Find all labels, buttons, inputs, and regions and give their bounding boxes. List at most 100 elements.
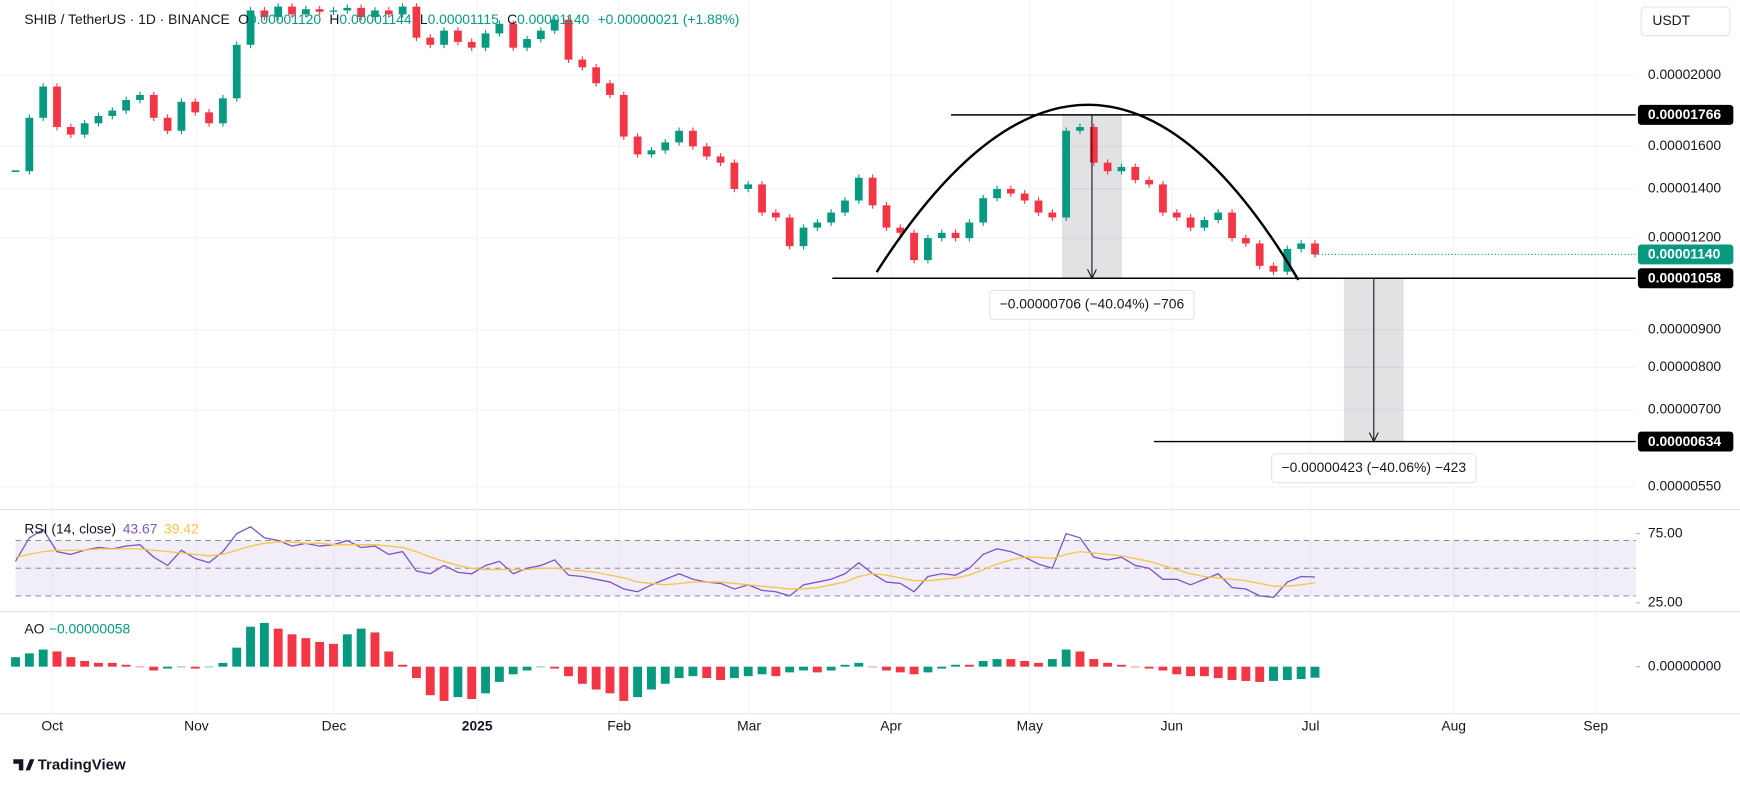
legend-item: 39.42 xyxy=(164,520,199,536)
measure-label-box xyxy=(1271,453,1477,484)
x-tick-label: Feb xyxy=(607,718,631,734)
candle xyxy=(606,83,614,95)
candle xyxy=(274,6,283,18)
ao-bar xyxy=(287,634,297,667)
x-tick-label: Jul xyxy=(1302,718,1320,734)
ao-bar xyxy=(176,666,186,668)
candle xyxy=(896,227,905,233)
candle xyxy=(1131,166,1140,180)
y-tick-label: 0.00000900 xyxy=(1648,320,1722,336)
h-key: H xyxy=(329,11,339,27)
legend-item: 43.67 xyxy=(123,520,158,536)
ao-bar xyxy=(315,641,325,667)
ao-bar xyxy=(757,666,767,675)
legend-item: RSI (14, close) xyxy=(24,520,116,536)
ao-bar xyxy=(605,666,615,694)
ao-bar xyxy=(121,664,131,667)
ao-bar xyxy=(619,666,629,701)
candle xyxy=(882,205,891,228)
ao-bar xyxy=(52,651,62,667)
y-tick-label: 0.00002000 xyxy=(1648,66,1722,82)
candle xyxy=(578,59,587,68)
ao-bar xyxy=(439,666,449,701)
ao-bar xyxy=(1158,666,1168,671)
candle xyxy=(675,130,683,143)
candle xyxy=(633,136,642,155)
candle xyxy=(412,6,421,38)
candle xyxy=(550,19,559,31)
ao-bar xyxy=(398,664,408,667)
ao-bar xyxy=(951,664,961,667)
ao-bar xyxy=(1061,649,1071,667)
currency[interactable]: USDT xyxy=(1652,12,1690,28)
y-tick-label: 0.00000700 xyxy=(1648,401,1722,417)
candle xyxy=(39,86,48,118)
candle xyxy=(94,115,103,124)
candle xyxy=(509,23,518,48)
ao-bar xyxy=(1020,660,1030,667)
ao-bar xyxy=(1130,666,1140,668)
candle xyxy=(1269,265,1278,272)
candle xyxy=(163,117,172,131)
price-label-box xyxy=(1637,104,1734,125)
ao-bar xyxy=(24,653,34,667)
ao-bar xyxy=(799,666,808,671)
x-tick-label: Mar xyxy=(737,718,761,734)
ao-bar xyxy=(964,664,974,667)
measure-arrowhead xyxy=(1368,432,1379,443)
ao-bar xyxy=(674,666,684,679)
indicator-legend: AO −0.00000058 xyxy=(24,620,130,636)
candle xyxy=(951,232,960,239)
candle xyxy=(191,101,200,113)
candle xyxy=(979,198,988,223)
candle xyxy=(329,10,338,12)
candle xyxy=(495,23,504,34)
candle xyxy=(260,10,269,18)
candle xyxy=(301,9,310,15)
measure-arrowhead xyxy=(1087,269,1097,280)
y-tick-label: 0.00000550 xyxy=(1648,478,1722,494)
ao-bar xyxy=(246,626,255,667)
last-price-box xyxy=(1637,244,1734,265)
candle xyxy=(619,94,628,137)
candle xyxy=(1159,184,1167,213)
candle xyxy=(467,41,476,48)
ao-bar xyxy=(716,666,725,680)
ao-bar xyxy=(273,628,283,667)
ao-bar xyxy=(149,666,159,671)
ao-bar xyxy=(1047,659,1057,667)
x-tick-label: Jun xyxy=(1161,718,1183,734)
ao-bar xyxy=(107,662,117,667)
candle xyxy=(592,67,601,84)
footer: TradingView xyxy=(38,756,126,773)
ao-bar xyxy=(467,666,477,700)
candle xyxy=(246,10,255,45)
candle xyxy=(1200,220,1209,228)
ao-bar xyxy=(1310,666,1320,678)
candle xyxy=(661,142,670,151)
ao-bar xyxy=(218,662,228,667)
candle xyxy=(702,146,711,157)
y-tick-label: 0.00000000 xyxy=(1648,657,1722,673)
candle xyxy=(841,200,849,213)
ao-bar xyxy=(190,666,200,669)
candle xyxy=(1214,212,1223,221)
ao-bar xyxy=(992,659,1002,667)
candle xyxy=(25,117,34,172)
tradingview-logo: TradingView xyxy=(13,756,126,773)
ao-bar xyxy=(868,666,878,668)
candle xyxy=(689,130,697,147)
candle xyxy=(744,184,753,189)
ao-bar xyxy=(550,666,560,669)
candle xyxy=(716,156,725,163)
ao-bar xyxy=(577,666,587,684)
ao-bar xyxy=(135,666,145,668)
y-tick-label: 0.00000800 xyxy=(1648,358,1722,374)
ao-bar xyxy=(1006,659,1016,667)
ao-bar xyxy=(481,666,490,694)
ao-bar xyxy=(785,666,795,673)
currency-button[interactable] xyxy=(1640,6,1731,37)
ao-bar xyxy=(1117,664,1126,667)
c-key: C xyxy=(507,11,517,27)
